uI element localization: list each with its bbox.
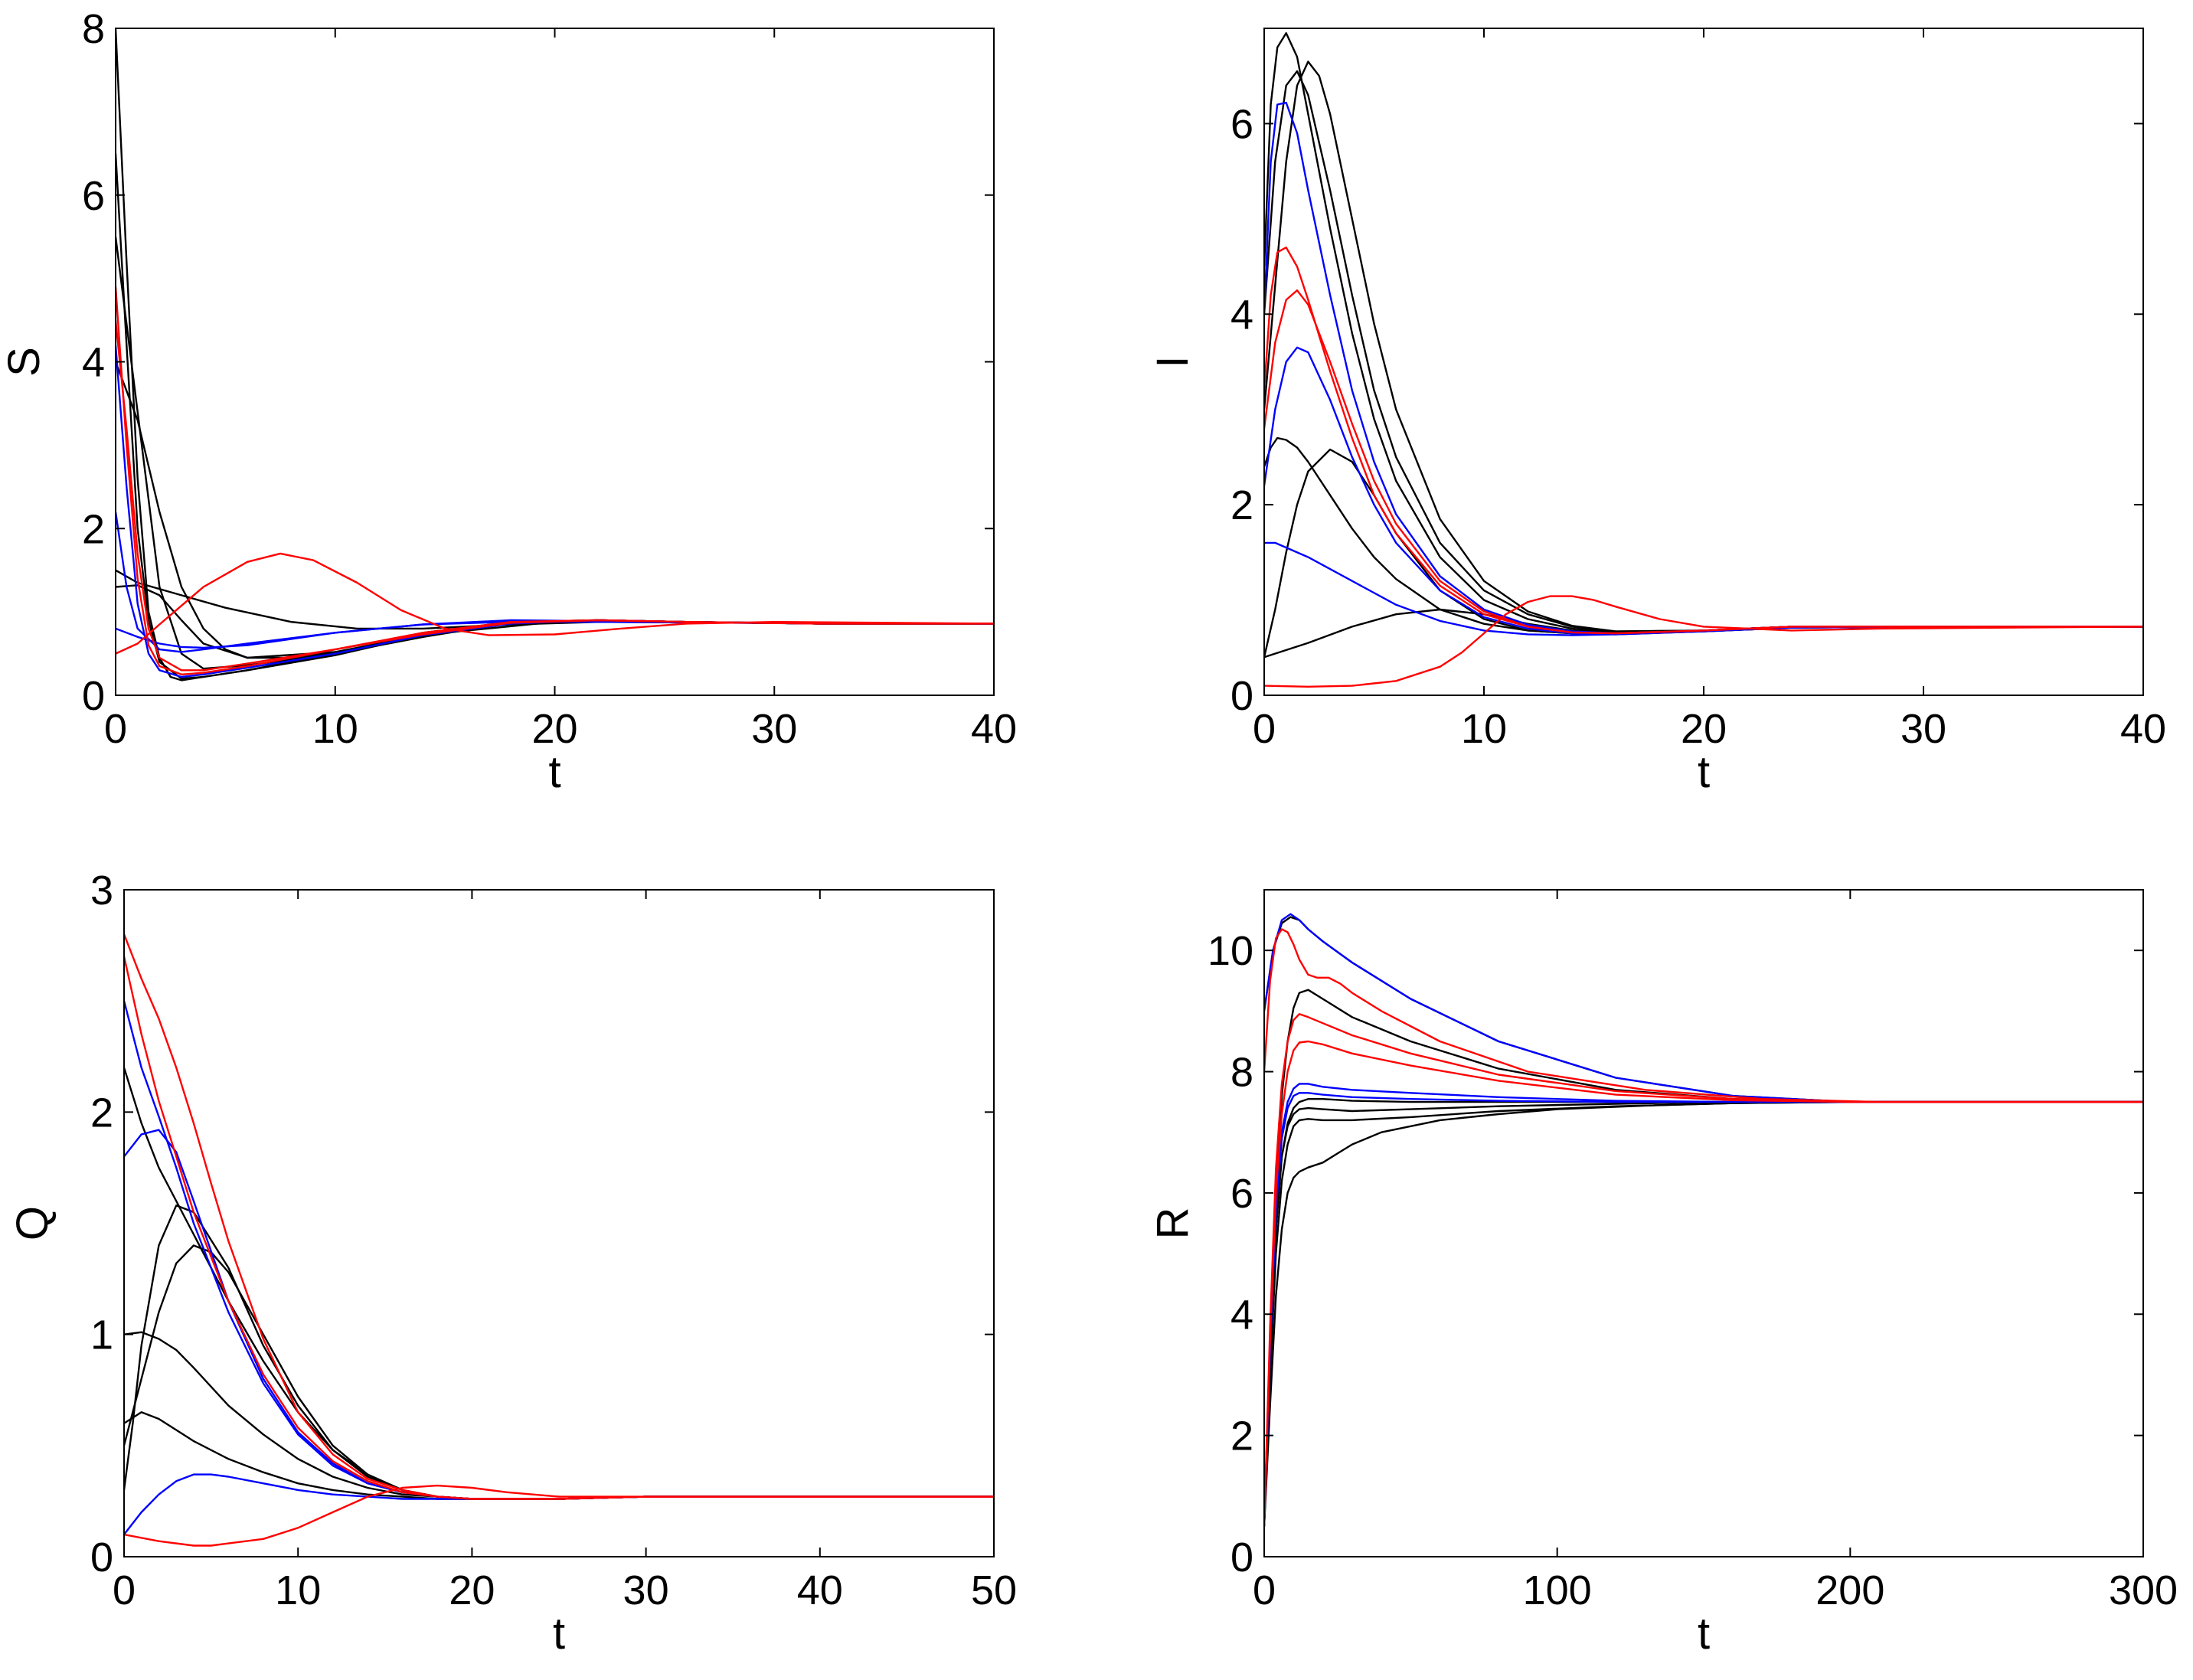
series-line-r-10 xyxy=(1264,928,2143,1103)
x-tick-label: 30 xyxy=(751,706,797,752)
series-line-q-11 xyxy=(124,1484,994,1547)
x-axis-label: t xyxy=(1698,747,1710,797)
series-line-i-12 xyxy=(1264,595,2143,688)
x-tick-label: 30 xyxy=(1900,706,1946,752)
panel-s: 0 10 20 30 40 0 2 4 6 8 t S xyxy=(0,6,1017,797)
series-line-r-11 xyxy=(1264,1013,2143,1527)
x-tick-label: 40 xyxy=(797,1567,843,1613)
y-axis-label: R xyxy=(1148,1208,1198,1240)
y-tick-label: 2 xyxy=(82,506,105,552)
series-group-r xyxy=(1264,913,2143,1527)
y-tick-label: 6 xyxy=(82,173,105,219)
x-tick-label: 20 xyxy=(449,1567,495,1613)
series-group-q xyxy=(124,933,994,1547)
x-tick-label: 0 xyxy=(113,1567,136,1613)
y-tick-label: 6 xyxy=(1230,101,1253,147)
y-tick-label: 8 xyxy=(82,6,105,52)
y-axis-label: S xyxy=(0,347,49,377)
x-tick-label: 30 xyxy=(623,1567,669,1613)
panel-i: 0 10 20 30 40 0 2 4 6 t I xyxy=(1148,28,2166,797)
series-line-r-12 xyxy=(1264,1040,2143,1527)
series-line-r-9 xyxy=(1264,1092,2143,1527)
y-tick-label: 10 xyxy=(1208,928,1253,974)
series-line-s-11 xyxy=(116,319,994,672)
y-tick-label: 0 xyxy=(90,1535,113,1580)
series-line-s-12 xyxy=(116,552,994,655)
y-tick-label: 0 xyxy=(1230,673,1253,719)
y-tick-label: 3 xyxy=(90,868,113,914)
series-line-i-11 xyxy=(1264,289,2143,635)
y-tick-label: 2 xyxy=(1230,1414,1253,1459)
x-tick-label: 40 xyxy=(2120,706,2166,752)
y-axis-label: Q xyxy=(8,1206,57,1240)
x-tick-label: 0 xyxy=(1253,706,1276,752)
series-line-i-8 xyxy=(1264,346,2143,636)
series-group-s xyxy=(116,28,994,681)
y-tick-label: 2 xyxy=(90,1090,113,1136)
y-tick-label: 1 xyxy=(90,1312,113,1358)
x-tick-label: 20 xyxy=(531,706,577,752)
y-tick-label: 0 xyxy=(1230,1535,1253,1580)
axes-box-r xyxy=(1263,889,2144,1557)
y-tick-label: 4 xyxy=(82,340,105,386)
panel-r: 0 100 200 300 0 2 4 6 8 10 t R xyxy=(1148,889,2178,1659)
series-group-i xyxy=(1264,32,2143,688)
y-tick-label: 8 xyxy=(1230,1050,1253,1096)
y-tick-label: 2 xyxy=(1230,482,1253,528)
y-tick-label: 4 xyxy=(1230,1292,1253,1338)
panel-q: 0 10 20 30 40 50 0 1 2 3 t Q xyxy=(8,868,1017,1659)
x-tick-label: 300 xyxy=(2109,1567,2178,1613)
x-tick-label: 200 xyxy=(1816,1567,1884,1613)
series-line-q-10 xyxy=(124,956,994,1500)
x-tick-label: 100 xyxy=(1523,1567,1592,1613)
y-axis-label: I xyxy=(1148,355,1198,368)
y-tick-label: 6 xyxy=(1230,1171,1253,1217)
x-axis-label: t xyxy=(548,747,561,797)
x-axis-label: t xyxy=(1698,1609,1710,1659)
x-tick-label: 10 xyxy=(312,706,358,752)
x-tick-label: 10 xyxy=(1461,706,1507,752)
x-tick-label: 40 xyxy=(971,706,1017,752)
y-tick-label: 4 xyxy=(1230,292,1253,338)
x-tick-label: 10 xyxy=(275,1567,321,1613)
x-tick-label: 0 xyxy=(1253,1567,1276,1613)
x-axis-label: t xyxy=(553,1609,565,1659)
y-tick-label: 0 xyxy=(82,673,105,719)
x-tick-label: 0 xyxy=(104,706,127,752)
axes-box-q xyxy=(123,889,995,1557)
x-tick-label: 50 xyxy=(971,1567,1017,1613)
x-tick-label: 20 xyxy=(1681,706,1727,752)
series-line-r-6 xyxy=(1264,1100,2143,1527)
